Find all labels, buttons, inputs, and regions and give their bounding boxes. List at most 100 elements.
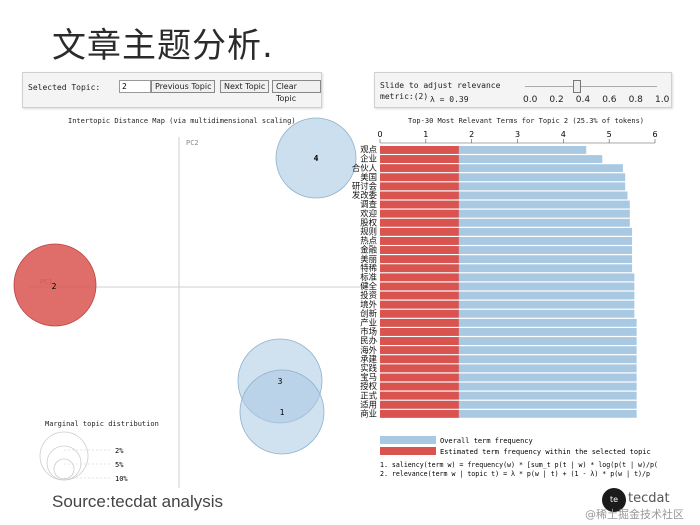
term-label[interactable]: 调查 xyxy=(360,199,377,209)
term-label[interactable]: 承建 xyxy=(360,354,377,364)
term-label[interactable]: 正式 xyxy=(360,390,377,400)
overall-frequency-bar[interactable] xyxy=(380,337,637,345)
overall-frequency-bar[interactable] xyxy=(380,146,587,154)
term-label[interactable]: 美国 xyxy=(360,172,377,182)
term-label[interactable]: 发改委 xyxy=(352,190,378,200)
estimated-frequency-bar[interactable] xyxy=(380,373,459,382)
overall-frequency-bar[interactable] xyxy=(380,346,637,355)
estimated-frequency-bar[interactable] xyxy=(380,400,459,409)
estimated-frequency-bar[interactable] xyxy=(380,227,459,236)
overall-frequency-bar[interactable] xyxy=(380,209,630,218)
estimated-frequency-bar[interactable] xyxy=(380,164,459,173)
estimated-frequency-bar[interactable] xyxy=(380,255,459,264)
relevance-slider-handle[interactable] xyxy=(573,80,582,93)
overall-frequency-bar[interactable] xyxy=(380,191,628,200)
overall-frequency-bar[interactable] xyxy=(380,282,635,291)
term-label[interactable]: 金融 xyxy=(360,245,377,255)
estimated-frequency-bar[interactable] xyxy=(380,346,459,355)
estimated-frequency-bar[interactable] xyxy=(380,218,459,227)
term-label[interactable]: 健全 xyxy=(360,281,377,291)
estimated-frequency-bar[interactable] xyxy=(380,182,459,191)
estimated-frequency-bar[interactable] xyxy=(380,328,459,336)
term-label[interactable]: 适用 xyxy=(360,399,377,409)
overall-frequency-bar[interactable] xyxy=(380,391,637,400)
overall-frequency-bar[interactable] xyxy=(380,409,637,418)
overall-frequency-bar[interactable] xyxy=(380,246,633,254)
relevance-slider-track[interactable] xyxy=(525,86,657,87)
term-label[interactable]: 创新 xyxy=(360,308,377,318)
term-label[interactable]: 投资 xyxy=(360,290,377,300)
overall-frequency-bar[interactable] xyxy=(380,200,630,209)
overall-frequency-bar[interactable] xyxy=(380,309,635,318)
estimated-frequency-bar[interactable] xyxy=(380,200,459,209)
term-label[interactable]: 实践 xyxy=(360,363,377,373)
estimated-frequency-bar[interactable] xyxy=(380,264,459,273)
overall-frequency-bar[interactable] xyxy=(380,355,637,364)
estimated-frequency-bar[interactable] xyxy=(380,237,459,245)
term-label[interactable]: 股权 xyxy=(360,217,377,227)
previous-topic-button[interactable]: Previous Topic xyxy=(151,80,216,93)
estimated-frequency-bar[interactable] xyxy=(380,391,459,400)
overall-frequency-bar[interactable] xyxy=(380,182,626,191)
estimated-frequency-bar[interactable] xyxy=(380,273,459,282)
estimated-frequency-bar[interactable] xyxy=(380,282,459,291)
term-label[interactable]: 市场 xyxy=(360,327,377,337)
topic-circle-1[interactable] xyxy=(239,369,325,455)
topic-circle-2-selected[interactable] xyxy=(13,243,97,327)
overall-frequency-bar[interactable] xyxy=(380,155,603,163)
overall-frequency-bar[interactable] xyxy=(380,328,637,336)
estimated-frequency-bar[interactable] xyxy=(380,291,459,300)
term-label[interactable]: 授权 xyxy=(360,381,377,391)
overall-frequency-bar[interactable] xyxy=(380,400,637,409)
estimated-frequency-bar[interactable] xyxy=(380,355,459,364)
estimated-frequency-bar[interactable] xyxy=(380,409,459,418)
next-topic-button[interactable]: Next Topic xyxy=(220,80,270,93)
term-label[interactable]: 观点 xyxy=(360,145,377,155)
estimated-frequency-bar[interactable] xyxy=(380,209,459,218)
overall-frequency-bar[interactable] xyxy=(380,273,635,282)
overall-frequency-bar[interactable] xyxy=(380,164,623,173)
estimated-frequency-bar[interactable] xyxy=(380,146,459,154)
clear-topic-button[interactable]: Clear Topic xyxy=(272,80,321,103)
estimated-frequency-bar[interactable] xyxy=(380,191,459,200)
term-label[interactable]: 特稀 xyxy=(360,263,377,273)
term-label[interactable]: 境外 xyxy=(360,299,377,309)
term-label[interactable]: 美丽 xyxy=(360,254,377,264)
estimated-frequency-bar[interactable] xyxy=(380,300,459,309)
overall-frequency-bar[interactable] xyxy=(380,218,630,227)
topic-circle-4[interactable] xyxy=(275,117,357,199)
overall-frequency-bar[interactable] xyxy=(380,227,633,236)
overall-frequency-bar[interactable] xyxy=(380,318,637,327)
overall-frequency-bar[interactable] xyxy=(380,291,635,300)
overall-frequency-bar[interactable] xyxy=(380,373,637,382)
estimated-frequency-bar[interactable] xyxy=(380,337,459,345)
overall-frequency-bar[interactable] xyxy=(380,173,626,182)
estimated-frequency-bar[interactable] xyxy=(380,364,459,373)
overall-frequency-bar[interactable] xyxy=(380,382,637,391)
selected-topic-input[interactable] xyxy=(119,80,151,93)
overall-frequency-bar[interactable] xyxy=(380,364,637,373)
term-label[interactable]: 海外 xyxy=(360,345,377,355)
overall-frequency-bar[interactable] xyxy=(380,255,633,264)
term-label[interactable]: 规则 xyxy=(360,227,377,237)
term-label[interactable]: 热点 xyxy=(360,236,377,246)
term-label[interactable]: 民办 xyxy=(360,336,377,346)
overall-frequency-bar[interactable] xyxy=(380,264,633,273)
term-label[interactable]: 欢迎 xyxy=(360,208,377,218)
estimated-frequency-bar[interactable] xyxy=(380,318,459,327)
overall-frequency-bar[interactable] xyxy=(380,237,633,245)
estimated-frequency-bar[interactable] xyxy=(380,309,459,318)
overall-frequency-bar[interactable] xyxy=(380,300,635,309)
estimated-frequency-bar[interactable] xyxy=(380,155,459,163)
term-label[interactable]: 商业 xyxy=(360,409,377,419)
term-label[interactable]: 合伙人 xyxy=(352,163,378,173)
term-label[interactable]: 企业 xyxy=(360,154,377,164)
estimated-frequency-bar[interactable] xyxy=(380,173,459,182)
term-label[interactable]: 研讨会 xyxy=(352,181,378,191)
estimated-frequency-bar[interactable] xyxy=(380,246,459,254)
term-label[interactable]: 产业 xyxy=(360,318,377,328)
estimated-frequency-bar[interactable] xyxy=(380,382,459,391)
term-label[interactable]: 宝马 xyxy=(360,372,377,382)
term-label[interactable]: 标准 xyxy=(360,272,377,282)
